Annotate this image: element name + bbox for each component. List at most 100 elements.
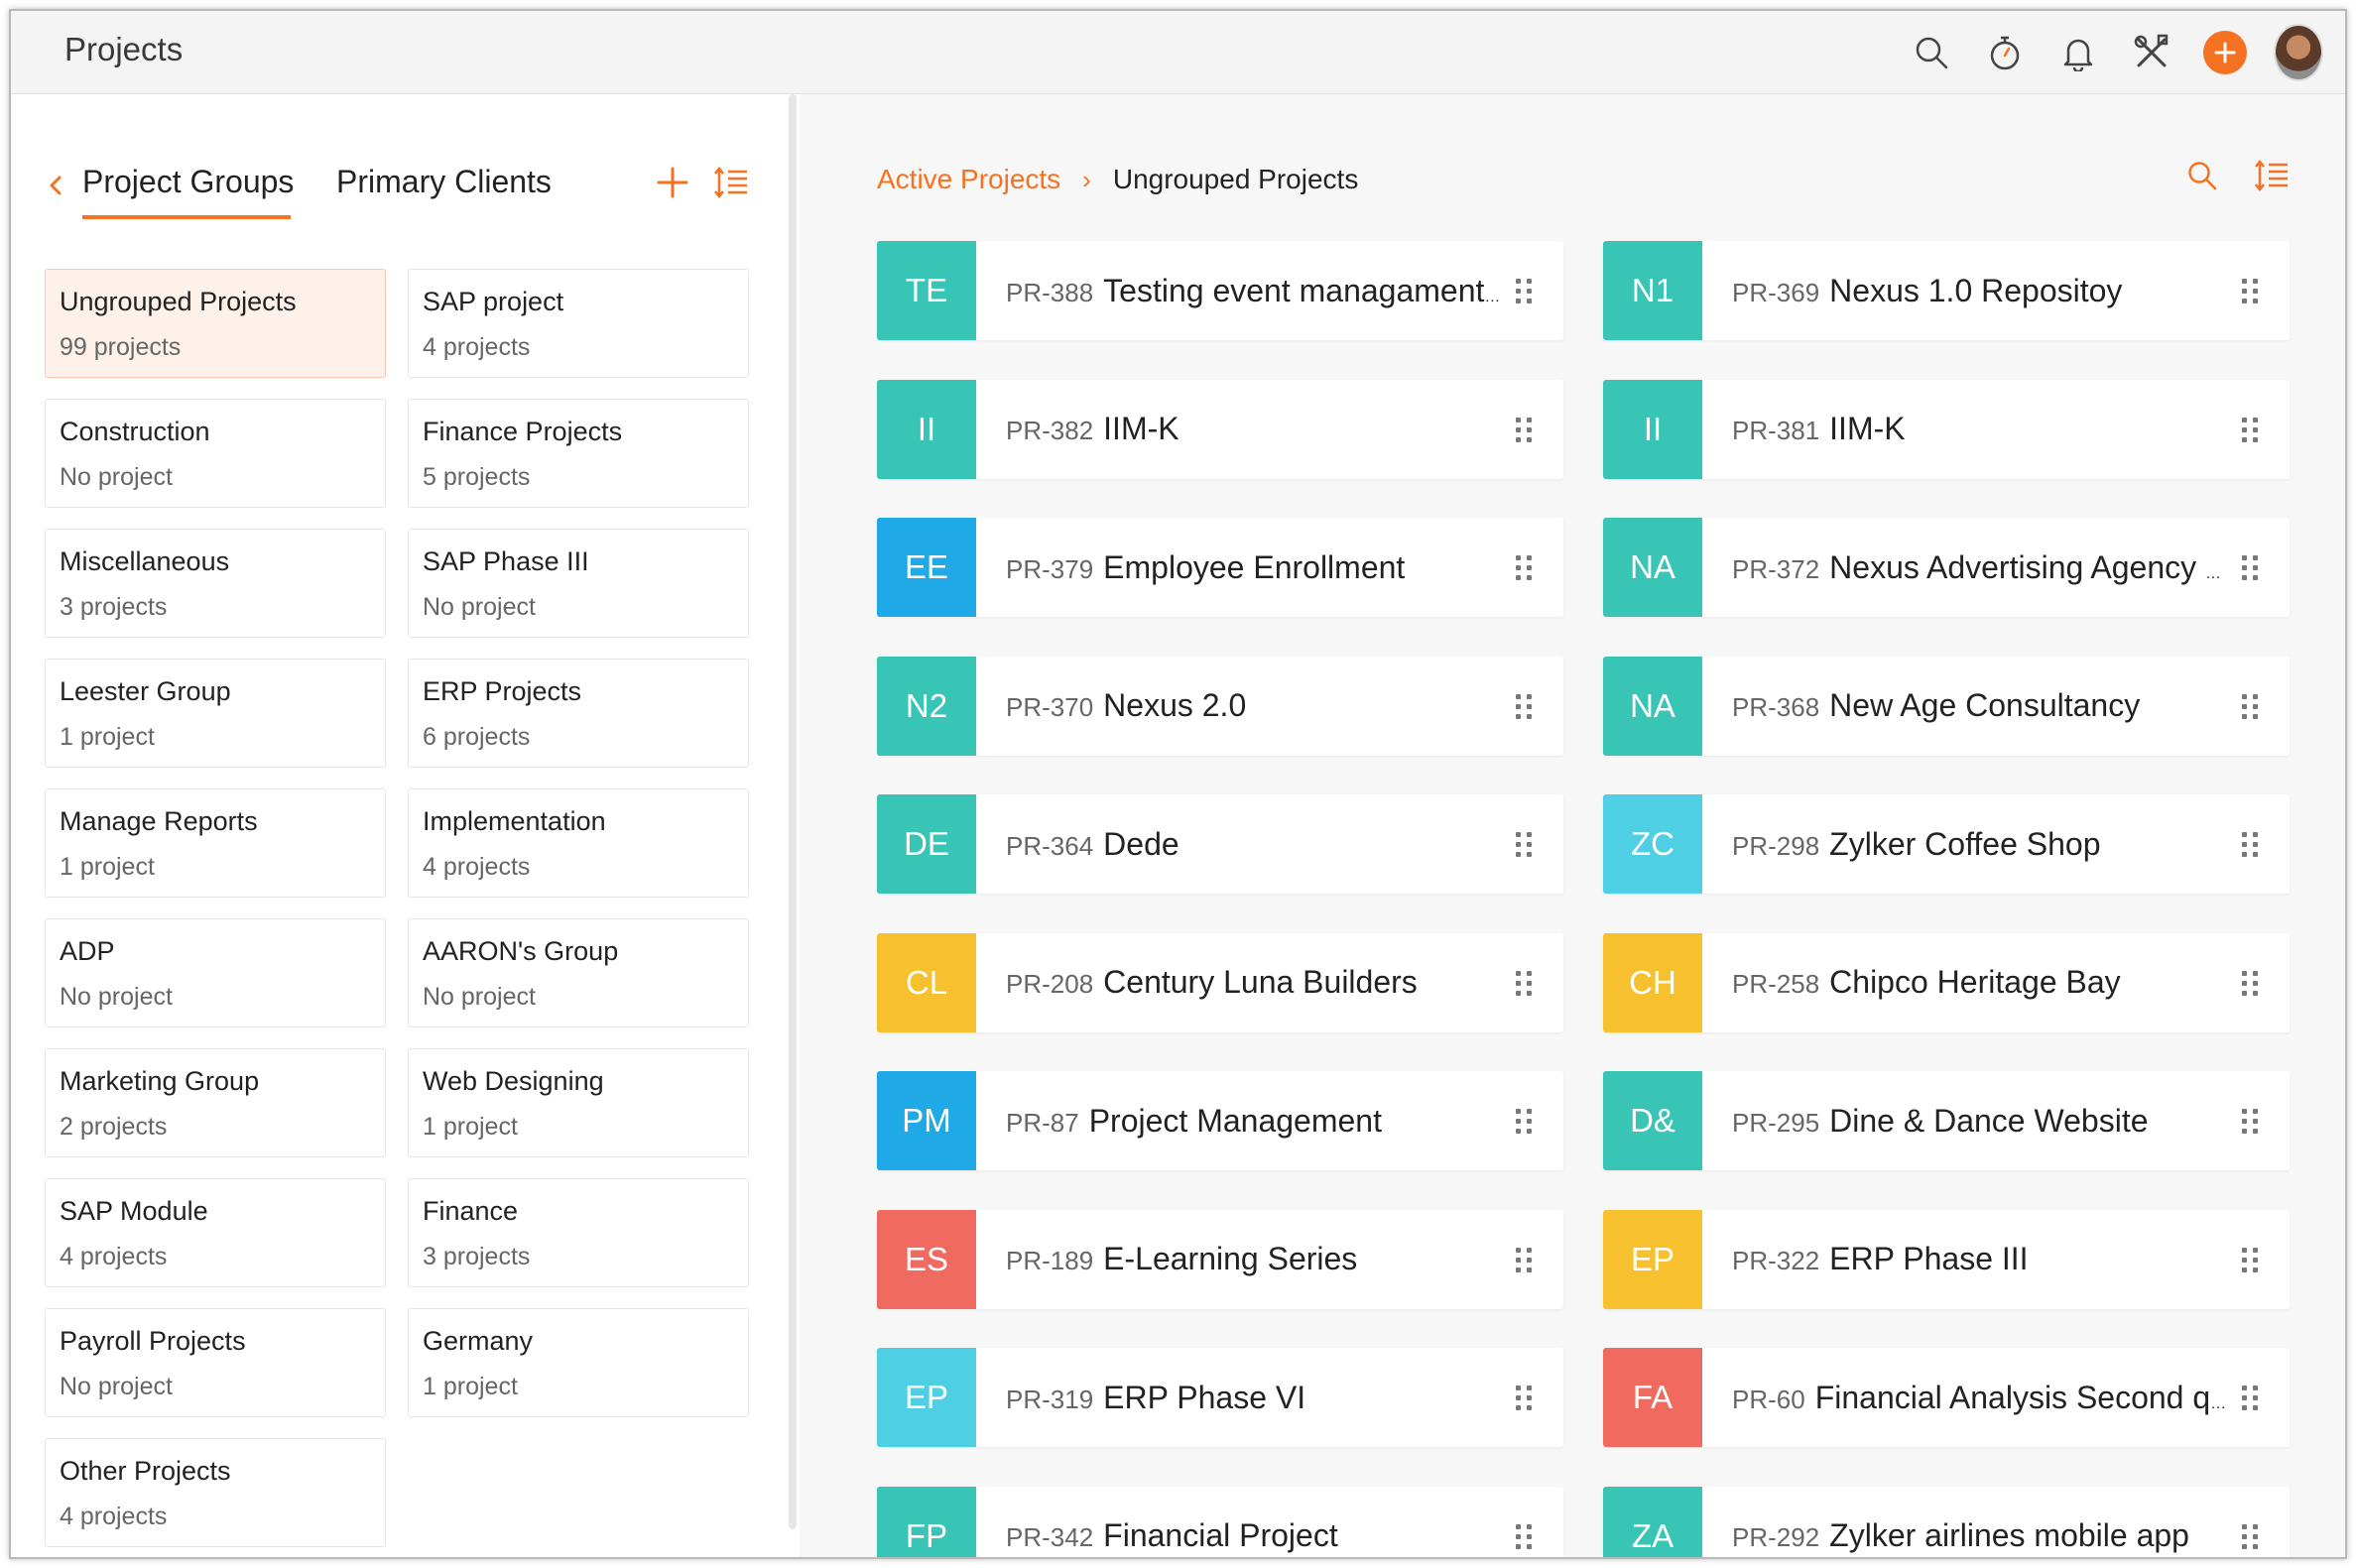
project-title[interactable]: PR-388 Testing event managament tool bbox=[1006, 273, 1507, 309]
project-card[interactable]: FA PR-60 Financial Analysis Second quarter bbox=[1603, 1348, 2290, 1447]
project-group-card[interactable]: Leester Group 1 project bbox=[45, 659, 386, 768]
drag-handle-icon[interactable] bbox=[2242, 279, 2258, 303]
project-card[interactable]: ZC PR-298 Zylker Coffee Shop bbox=[1603, 794, 2290, 894]
project-title[interactable]: PR-370 Nexus 2.0 bbox=[1006, 687, 1507, 724]
drag-handle-icon[interactable] bbox=[2242, 693, 2258, 719]
project-group-card[interactable]: SAP Phase III No project bbox=[408, 529, 749, 638]
project-title[interactable]: PR-369 Nexus 1.0 Repositoy bbox=[1732, 273, 2233, 309]
project-card[interactable]: II PR-382 IIM-K bbox=[877, 379, 1563, 479]
project-group-card[interactable]: Payroll Projects No project bbox=[45, 1308, 386, 1417]
drag-handle-icon[interactable] bbox=[1516, 1523, 1532, 1549]
project-card[interactable]: N2 PR-370 Nexus 2.0 bbox=[877, 656, 1563, 756]
breadcrumb-active-projects[interactable]: Active Projects bbox=[877, 164, 1061, 194]
project-group-card[interactable]: Construction No project bbox=[45, 399, 386, 508]
project-title[interactable]: PR-368 New Age Consultancy bbox=[1732, 687, 2233, 724]
project-title[interactable]: PR-319 ERP Phase VI bbox=[1006, 1380, 1507, 1416]
project-card[interactable]: ES PR-189 E-Learning Series bbox=[877, 1209, 1563, 1309]
drag-handle-icon[interactable] bbox=[2242, 555, 2258, 580]
drag-handle-icon[interactable] bbox=[2242, 417, 2258, 442]
project-group-card[interactable]: Marketing Group 2 projects bbox=[45, 1048, 386, 1157]
project-title[interactable]: PR-258 Chipco Heritage Bay bbox=[1732, 964, 2233, 1001]
search-icon[interactable] bbox=[1907, 28, 1956, 77]
project-group-name: ADP bbox=[60, 936, 115, 966]
drag-handle-icon[interactable] bbox=[2242, 1109, 2258, 1134]
drag-handle-icon[interactable] bbox=[2242, 832, 2258, 857]
drag-handle-icon[interactable] bbox=[1516, 555, 1532, 580]
project-id: PR-258 bbox=[1732, 969, 1820, 999]
project-group-card[interactable]: Manage Reports 1 project bbox=[45, 788, 386, 898]
project-name: Chipco Heritage Bay bbox=[1829, 964, 2121, 1000]
sort-icon[interactable] bbox=[713, 166, 749, 204]
project-id: PR-322 bbox=[1732, 1246, 1820, 1275]
drag-handle-icon[interactable] bbox=[1516, 832, 1532, 857]
project-card[interactable]: CL PR-208 Century Luna Builders bbox=[877, 932, 1563, 1032]
tab-project-groups[interactable]: Project Groups bbox=[82, 164, 295, 199]
project-group-card[interactable]: AARON's Group No project bbox=[408, 918, 749, 1027]
add-icon[interactable] bbox=[2200, 28, 2250, 77]
project-group-card[interactable]: SAP project 4 projects bbox=[408, 269, 749, 378]
project-group-card[interactable]: Implementation 4 projects bbox=[408, 788, 749, 898]
project-title[interactable]: PR-87 Project Management bbox=[1006, 1103, 1507, 1140]
tools-icon[interactable] bbox=[2127, 28, 2176, 77]
drag-handle-icon[interactable] bbox=[2242, 1386, 2258, 1410]
project-card[interactable]: EE PR-379 Employee Enrollment bbox=[877, 518, 1563, 617]
project-card[interactable]: CH PR-258 Chipco Heritage Bay bbox=[1603, 932, 2290, 1032]
drag-handle-icon[interactable] bbox=[2242, 1247, 2258, 1272]
drag-handle-icon[interactable] bbox=[1516, 693, 1532, 719]
user-avatar[interactable] bbox=[2274, 24, 2323, 81]
drag-handle-icon[interactable] bbox=[2242, 970, 2258, 996]
drag-handle-icon[interactable] bbox=[1516, 1247, 1532, 1272]
project-title[interactable]: PR-381 IIM-K bbox=[1732, 411, 2233, 447]
project-card[interactable]: NA PR-372 Nexus Advertising Agency Project bbox=[1603, 518, 2290, 617]
tab-primary-clients[interactable]: Primary Clients bbox=[336, 164, 552, 199]
project-group-card[interactable]: Other Projects 4 projects bbox=[45, 1438, 386, 1547]
project-group-card[interactable]: SAP Module 4 projects bbox=[45, 1178, 386, 1287]
search-icon[interactable] bbox=[2186, 160, 2218, 196]
project-card[interactable]: ZA PR-292 Zylker airlines mobile app bbox=[1603, 1486, 2290, 1557]
project-card[interactable]: EP PR-322 ERP Phase III bbox=[1603, 1209, 2290, 1309]
drag-handle-icon[interactable] bbox=[1516, 279, 1532, 303]
project-title[interactable]: PR-372 Nexus Advertising Agency Project bbox=[1732, 549, 2233, 586]
project-title[interactable]: PR-295 Dine & Dance Website bbox=[1732, 1103, 2233, 1140]
project-group-card[interactable]: Miscellaneous 3 projects bbox=[45, 529, 386, 638]
project-group-card[interactable]: ERP Projects 6 projects bbox=[408, 659, 749, 768]
project-title[interactable]: PR-292 Zylker airlines mobile app bbox=[1732, 1517, 2233, 1554]
timer-icon[interactable] bbox=[1980, 28, 2030, 77]
project-title[interactable]: PR-382 IIM-K bbox=[1006, 411, 1507, 447]
drag-handle-icon[interactable] bbox=[2242, 1523, 2258, 1549]
project-group-card[interactable]: Finance 3 projects bbox=[408, 1178, 749, 1287]
project-group-card[interactable]: Web Designing 1 project bbox=[408, 1048, 749, 1157]
project-title[interactable]: PR-379 Employee Enrollment bbox=[1006, 549, 1507, 586]
drag-handle-icon[interactable] bbox=[1516, 1386, 1532, 1410]
project-group-card[interactable]: Finance Projects 5 projects bbox=[408, 399, 749, 508]
project-card[interactable]: FP PR-342 Financial Project bbox=[877, 1486, 1563, 1557]
chevron-left-icon[interactable] bbox=[47, 172, 64, 204]
project-card[interactable]: DE PR-364 Dede bbox=[877, 794, 1563, 894]
project-card[interactable]: N1 PR-369 Nexus 1.0 Repositoy bbox=[1603, 241, 2290, 340]
project-card[interactable]: EP PR-319 ERP Phase VI bbox=[877, 1348, 1563, 1447]
drag-handle-icon[interactable] bbox=[1516, 1109, 1532, 1134]
project-title[interactable]: PR-342 Financial Project bbox=[1006, 1517, 1507, 1554]
sort-icon[interactable] bbox=[2254, 159, 2290, 196]
left-scrollbar[interactable] bbox=[789, 94, 797, 1529]
bell-icon[interactable] bbox=[2053, 28, 2103, 77]
project-title[interactable]: PR-364 Dede bbox=[1006, 826, 1507, 863]
project-group-card[interactable]: ADP No project bbox=[45, 918, 386, 1027]
project-card[interactable]: PM PR-87 Project Management bbox=[877, 1071, 1563, 1170]
drag-handle-icon[interactable] bbox=[1516, 417, 1532, 442]
add-group-icon[interactable] bbox=[656, 166, 689, 204]
project-title[interactable]: PR-298 Zylker Coffee Shop bbox=[1732, 826, 2233, 863]
project-card[interactable]: TE PR-388 Testing event managament tool bbox=[877, 241, 1563, 340]
project-title[interactable]: PR-208 Century Luna Builders bbox=[1006, 964, 1507, 1001]
project-card[interactable]: D& PR-295 Dine & Dance Website bbox=[1603, 1071, 2290, 1170]
add-button[interactable] bbox=[2203, 31, 2247, 74]
project-card[interactable]: NA PR-368 New Age Consultancy bbox=[1603, 656, 2290, 756]
project-group-card[interactable]: Ungrouped Projects 99 projects bbox=[45, 269, 386, 378]
avatar[interactable] bbox=[2274, 24, 2323, 81]
project-group-card[interactable]: Germany 1 project bbox=[408, 1308, 749, 1417]
project-title[interactable]: PR-60 Financial Analysis Second quarter bbox=[1732, 1380, 2233, 1416]
drag-handle-icon[interactable] bbox=[1516, 970, 1532, 996]
project-title[interactable]: PR-322 ERP Phase III bbox=[1732, 1241, 2233, 1277]
project-title[interactable]: PR-189 E-Learning Series bbox=[1006, 1241, 1507, 1277]
project-card[interactable]: II PR-381 IIM-K bbox=[1603, 379, 2290, 479]
